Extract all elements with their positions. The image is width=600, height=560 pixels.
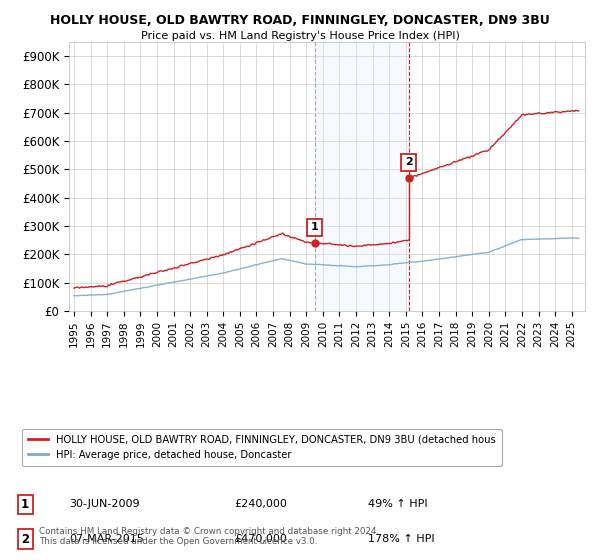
Text: 07-MAR-2015: 07-MAR-2015 [69,534,144,544]
Text: 2: 2 [21,533,29,546]
Text: Contains HM Land Registry data © Crown copyright and database right 2024.
This d: Contains HM Land Registry data © Crown c… [39,526,379,546]
Text: 1: 1 [21,498,29,511]
Text: HOLLY HOUSE, OLD BAWTRY ROAD, FINNINGLEY, DONCASTER, DN9 3BU: HOLLY HOUSE, OLD BAWTRY ROAD, FINNINGLEY… [50,14,550,27]
Text: 30-JUN-2009: 30-JUN-2009 [69,500,140,510]
Text: Price paid vs. HM Land Registry's House Price Index (HPI): Price paid vs. HM Land Registry's House … [140,31,460,41]
Text: 1: 1 [311,222,319,232]
Bar [314,42,409,311]
Text: 49% ↑ HPI: 49% ↑ HPI [368,500,428,510]
Text: 2: 2 [405,157,413,167]
Text: £240,000: £240,000 [234,500,287,510]
Text: 178% ↑ HPI: 178% ↑ HPI [368,534,435,544]
Legend: HOLLY HOUSE, OLD BAWTRY ROAD, FINNINGLEY, DONCASTER, DN9 3BU (detached hous, HPI: HOLLY HOUSE, OLD BAWTRY ROAD, FINNINGLEY… [22,429,502,466]
Text: £470,000: £470,000 [234,534,287,544]
